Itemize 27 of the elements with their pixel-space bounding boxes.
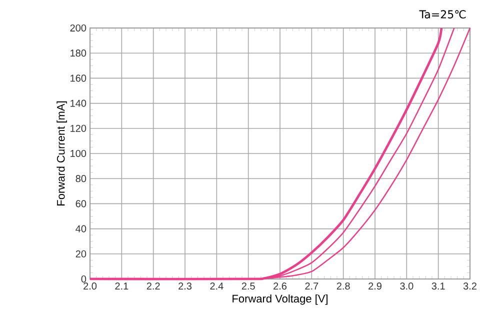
y-tick-label: 120: [70, 124, 86, 132]
x-tick-label: 2.5: [242, 282, 255, 290]
y-tick-label: 140: [70, 100, 86, 107]
x-tick-label: 2.8: [336, 282, 350, 290]
y-tick-label: 40: [76, 225, 86, 232]
x-axis-title: Forward Voltage [V]: [232, 294, 328, 305]
x-tick-label: 3.0: [400, 282, 414, 290]
x-tick-label: 2.3: [178, 282, 192, 290]
y-tick-label: 100: [70, 150, 86, 158]
y-tick-label: 180: [70, 50, 86, 57]
text: Ta=25℃: [419, 10, 466, 18]
y-tick-label: 20: [76, 250, 86, 258]
y-tick-label: 60: [76, 200, 86, 208]
x-tick-label: 2.7: [305, 282, 318, 290]
y-axis-title: Forward Current [mA]: [56, 101, 67, 206]
x-tick-label: 3.2: [463, 282, 476, 290]
y-tick-label: 80: [76, 175, 86, 182]
x-tick-label: 2.9: [368, 282, 382, 290]
y-tick-label: 160: [70, 74, 86, 82]
x-tick-label: 2.6: [274, 282, 287, 290]
x-tick-label: 2.1: [115, 282, 128, 290]
y-tick-label: 0: [81, 275, 86, 283]
x-tick-label: 2.2: [146, 282, 160, 290]
y-tick-label: 200: [70, 24, 86, 32]
x-tick-label: 3.1: [432, 282, 445, 290]
x-tick-label: 2.0: [84, 282, 97, 290]
x-tick-label: 2.4: [210, 282, 224, 290]
